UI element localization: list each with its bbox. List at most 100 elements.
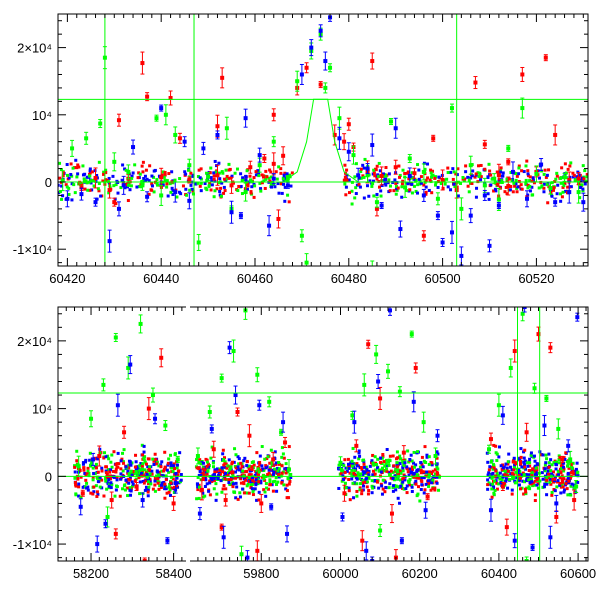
- band-point: [560, 479, 564, 483]
- band-point: [242, 482, 246, 486]
- band-point: [171, 469, 175, 473]
- band-point: [172, 467, 176, 471]
- band-point: [239, 477, 243, 481]
- band-point: [61, 171, 65, 175]
- band-point: [228, 468, 232, 472]
- band-point: [164, 487, 168, 491]
- band-point: [483, 167, 487, 171]
- band-point: [424, 185, 428, 189]
- band-point: [257, 480, 261, 484]
- band-point: [456, 167, 460, 171]
- data-point: [524, 422, 529, 442]
- band-point: [490, 177, 494, 181]
- band-point: [237, 462, 241, 466]
- band-point: [396, 186, 400, 190]
- data-point: [393, 117, 398, 139]
- band-point: [99, 194, 103, 198]
- band-point: [568, 164, 572, 168]
- band-point: [510, 468, 514, 472]
- band-point: [504, 185, 508, 189]
- band-point: [381, 478, 385, 482]
- band-point: [414, 179, 418, 183]
- band-point: [385, 469, 389, 473]
- band-point: [247, 467, 251, 471]
- data-point: [338, 456, 343, 470]
- data-point: [560, 455, 565, 463]
- band-point: [408, 188, 412, 192]
- data-point: [496, 163, 501, 187]
- x-tick-label: 60440: [143, 271, 179, 286]
- band-point: [384, 183, 388, 187]
- band-point: [535, 477, 539, 481]
- data-point: [364, 541, 369, 561]
- band-point: [395, 188, 399, 192]
- band-point: [559, 491, 563, 495]
- band-point: [423, 445, 427, 449]
- data-point: [304, 62, 309, 74]
- data-point: [173, 181, 178, 203]
- band-point: [495, 170, 499, 174]
- band-point: [551, 188, 555, 192]
- band-point: [83, 187, 87, 191]
- band-point: [371, 469, 375, 473]
- band-point: [277, 475, 281, 479]
- band-point: [371, 473, 375, 477]
- data-point: [318, 81, 323, 89]
- band-point: [387, 460, 391, 464]
- band-point: [104, 476, 108, 480]
- band-point: [70, 174, 74, 178]
- band-point: [146, 465, 150, 469]
- data-point: [421, 163, 426, 181]
- data-point: [105, 506, 110, 528]
- band-point: [541, 485, 545, 489]
- band-point: [492, 443, 496, 447]
- band-point: [129, 463, 133, 467]
- band-point: [153, 483, 157, 487]
- band-point: [198, 470, 202, 474]
- band-point: [354, 186, 358, 190]
- band-point: [372, 463, 376, 467]
- band-point: [104, 469, 108, 473]
- data-point: [283, 436, 288, 448]
- band-point: [380, 183, 384, 187]
- band-point: [232, 460, 236, 464]
- band-point: [528, 184, 532, 188]
- band-point: [408, 467, 412, 471]
- band-point: [242, 491, 246, 495]
- band-point: [147, 192, 151, 196]
- band-point: [159, 465, 163, 469]
- band-point: [375, 164, 379, 168]
- band-point: [501, 466, 505, 470]
- band-point: [150, 174, 154, 178]
- data-point: [140, 51, 145, 75]
- band-point: [384, 458, 388, 462]
- band-point: [523, 467, 527, 471]
- band-point: [400, 482, 404, 486]
- band-point: [355, 482, 359, 486]
- band-point: [178, 451, 182, 455]
- band-point: [234, 470, 238, 474]
- band-point: [367, 473, 371, 477]
- data-point: [112, 152, 117, 172]
- band-point: [205, 472, 209, 476]
- band-point: [134, 477, 138, 481]
- band-point: [210, 183, 214, 187]
- band-point: [362, 458, 366, 462]
- band-point: [488, 465, 492, 469]
- band-point: [142, 468, 146, 472]
- band-point: [279, 167, 283, 171]
- band-point: [445, 177, 449, 181]
- band-point: [550, 194, 554, 198]
- band-point: [528, 481, 532, 485]
- band-point: [104, 168, 108, 172]
- band-point: [513, 184, 517, 188]
- band-point: [527, 473, 531, 477]
- data-point: [175, 455, 180, 463]
- band-point: [160, 483, 164, 487]
- band-point: [285, 496, 289, 500]
- band-point: [555, 192, 559, 196]
- band-point: [546, 476, 550, 480]
- band-point: [162, 467, 166, 471]
- band-point: [272, 182, 276, 186]
- band-point: [435, 465, 439, 469]
